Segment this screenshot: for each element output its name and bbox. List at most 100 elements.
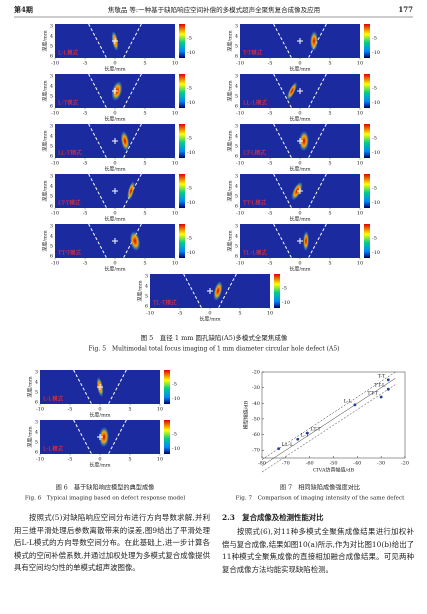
y-tick-label: 6 (50, 204, 53, 210)
colorbar (164, 370, 170, 404)
y-tick-label: 5 (50, 244, 53, 250)
y-tick-label: 5 (235, 244, 238, 250)
x-tick-label: 10 (357, 211, 363, 217)
defect-marker (112, 38, 118, 44)
data-point (379, 395, 383, 399)
x-axis-label: 长度/mm (89, 412, 110, 419)
probe-boundary (88, 223, 142, 259)
y-axis-label: 深度/mm (227, 230, 234, 251)
x-tick-label: 0 (208, 311, 211, 317)
colorbar (179, 224, 185, 258)
defect-response (129, 230, 141, 252)
y-tick-label: -70 (252, 448, 260, 454)
y-tick-label: 5 (235, 44, 238, 50)
y-tick-label: 6 (35, 400, 38, 406)
y-axis-label: 深度/mm (137, 280, 144, 301)
x-tick-label: -70 (282, 461, 290, 467)
defect-marker (97, 434, 103, 440)
y-tick-label: 6 (35, 450, 38, 456)
colorbar (364, 24, 370, 58)
y-tick-label: 4 (235, 184, 238, 190)
x-tick-label: -10 (236, 61, 244, 67)
x-tick-label: -50 (329, 461, 337, 467)
mode-label: LT-T模式 (58, 199, 81, 207)
x-tick-label: -5 (83, 111, 88, 117)
x-axis-label: 长度/mm (289, 216, 310, 223)
x-tick-label: -5 (68, 407, 73, 413)
mode-label: TT-L模式 (243, 199, 267, 207)
defect-response (302, 230, 310, 252)
defect-response (213, 281, 223, 301)
probe-boundary (73, 369, 127, 405)
paragraph: 按照式(5)对缺陷响应空间分布进行方向导数求解,并利用三维平滑处理后参数离散带来… (14, 513, 210, 573)
mode-label: L-L模式 (58, 49, 79, 57)
y-tick-label: 3 (235, 24, 238, 30)
y-axis-label: 深度/mm (27, 426, 34, 447)
caption: Fig. 5 Multimodal total focus imaging of… (88, 346, 339, 353)
mode-label: L-L模式 (43, 445, 64, 453)
reference-line (261, 378, 396, 467)
colorbar (364, 124, 370, 158)
y-tick-label: 4 (35, 380, 38, 386)
colorbar-tick-label: -5 (372, 36, 377, 42)
y-tick-label: 4 (35, 430, 38, 436)
y-tick-label: 5 (35, 390, 38, 396)
x-tick-label: 10 (267, 311, 273, 317)
y-tick-label: -20 (252, 370, 260, 376)
y-tick-label: 3 (50, 74, 53, 80)
y-tick-label: -40 (252, 401, 260, 407)
x-tick-label: -10 (51, 111, 59, 117)
x-axis-label: 长度/mm (104, 166, 125, 173)
x-tick-label: 10 (172, 111, 178, 117)
colorbar (179, 24, 185, 58)
colorbar-tick-label: -5 (172, 432, 177, 438)
probe-boundary (88, 73, 142, 109)
mode-label: TL-T模式 (153, 299, 177, 307)
y-tick-label: 5 (35, 440, 38, 446)
y-tick-label: 5 (50, 144, 53, 150)
x-tick-label: 5 (143, 61, 146, 67)
defect-response (298, 130, 310, 152)
probe-boundary (273, 23, 327, 59)
point-label: L-L (344, 398, 353, 404)
x-axis-label: 长度/mm (104, 216, 125, 223)
x-axis-label: 长度/mm (104, 116, 125, 123)
defect-response (127, 181, 135, 201)
x-tick-label: 10 (157, 457, 163, 463)
paragraph: 按照式(6),对11种多模式全聚焦成像结果进行加权补偿与复合成像,结果如图10(… (222, 527, 414, 574)
x-tick-label: 0 (113, 211, 116, 217)
y-tick-label: 3 (235, 74, 238, 80)
x-tick-label: -5 (83, 211, 88, 217)
y-tick-label: 4 (235, 34, 238, 40)
probe-boundary (273, 223, 327, 259)
x-tick-label: 5 (143, 261, 146, 267)
data-point (296, 437, 300, 441)
x-tick-label: -10 (51, 261, 59, 267)
y-tick-label: 3 (235, 224, 238, 230)
x-tick-label: -10 (236, 261, 244, 267)
y-tick-label: 6 (235, 54, 238, 60)
x-tick-label: 5 (143, 161, 146, 167)
mode-label: LT-L模式 (243, 149, 266, 157)
x-tick-label: 0 (298, 261, 301, 267)
x-tick-label: 0 (98, 457, 101, 463)
colorbar-tick-label: -5 (372, 136, 377, 142)
y-tick-label: 4 (50, 234, 53, 240)
colorbar-tick-label: -5 (187, 136, 192, 142)
x-axis-label: 长度/mm (289, 116, 310, 123)
x-tick-label: -5 (68, 457, 73, 463)
x-tick-label: 0 (113, 61, 116, 67)
point-label: TT-T (367, 391, 379, 397)
y-tick-label: 4 (50, 184, 53, 190)
x-tick-label: 5 (238, 311, 241, 317)
y-axis-label: 深度/mm (227, 80, 234, 101)
probe-boundary (88, 173, 142, 209)
colorbar-tick-label: -5 (372, 186, 377, 192)
x-tick-label: -10 (36, 457, 44, 463)
x-axis-label: 长度/mm (104, 266, 125, 273)
y-tick-label: 3 (235, 174, 238, 180)
x-tick-label: 10 (172, 261, 178, 267)
x-tick-label: -5 (268, 61, 273, 67)
x-tick-label: 10 (357, 61, 363, 67)
y-tick-label: -60 (252, 432, 260, 438)
